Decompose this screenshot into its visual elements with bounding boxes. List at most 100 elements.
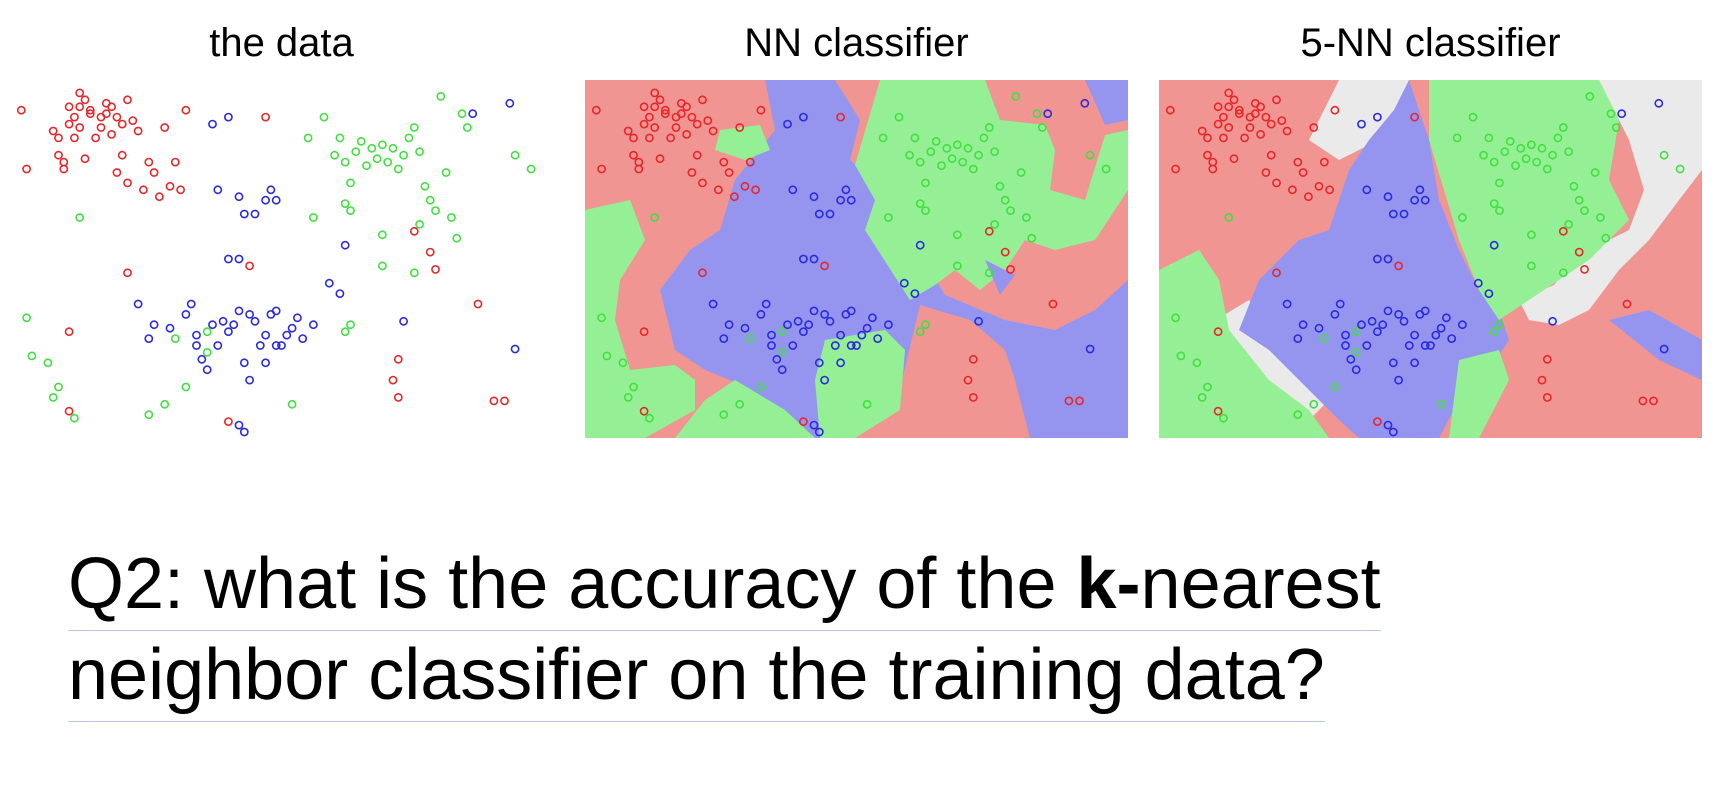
- blue-point: [202, 365, 212, 375]
- green-point: [346, 178, 355, 188]
- red-point: [48, 126, 58, 136]
- red-point: [1542, 392, 1552, 402]
- blue-point: [761, 299, 771, 309]
- red-point: [1266, 119, 1276, 129]
- green-point: [356, 137, 366, 146]
- red-point: [96, 123, 106, 132]
- knn-region-gray-top: [1309, 80, 1409, 160]
- red-point: [963, 375, 973, 385]
- question-bold-k: k-: [1076, 544, 1141, 624]
- red-point: [393, 392, 403, 402]
- blue-point: [181, 309, 191, 319]
- red-point: [1213, 102, 1223, 112]
- blue-point: [1372, 112, 1382, 122]
- red-point: [1197, 126, 1207, 136]
- blue-point: [846, 341, 856, 350]
- green-point: [1580, 206, 1589, 216]
- blue-point: [1362, 185, 1372, 195]
- green-point: [921, 178, 930, 188]
- blue-point: [1441, 313, 1451, 323]
- green-point: [645, 413, 654, 423]
- blue-point: [298, 334, 308, 343]
- red-point: [1309, 123, 1319, 132]
- blue-point: [1410, 358, 1419, 368]
- green-point: [436, 91, 446, 101]
- green-point: [160, 399, 170, 409]
- red-point: [968, 354, 978, 364]
- red-point: [1303, 192, 1313, 202]
- green-point: [921, 206, 930, 216]
- green-point: [1351, 327, 1361, 337]
- red-point: [629, 150, 638, 160]
- green-point: [1495, 206, 1504, 216]
- blue-point: [234, 306, 244, 316]
- green-point: [1468, 112, 1478, 122]
- red-point: [85, 109, 95, 119]
- green-point: [70, 413, 79, 423]
- red-point: [666, 133, 675, 143]
- green-point: [1027, 233, 1037, 243]
- knn-region-blue-right: [1609, 310, 1702, 380]
- blue-point: [767, 330, 776, 340]
- red-point: [123, 95, 132, 105]
- green-point: [1330, 382, 1340, 392]
- green-point: [910, 133, 920, 143]
- red-point: [75, 123, 85, 132]
- knn-data-points: [1165, 88, 1685, 437]
- green-point: [202, 327, 212, 337]
- green-point: [170, 334, 180, 343]
- green-point: [1542, 164, 1552, 174]
- green-point: [963, 143, 973, 153]
- blue-point: [809, 254, 819, 264]
- green-point: [735, 399, 745, 409]
- green-point: [377, 230, 387, 240]
- question-line-1: Q2: what is the accuracy of the k-neares…: [68, 540, 1381, 631]
- red-point: [735, 123, 745, 132]
- green-point: [952, 140, 962, 150]
- red-point: [117, 119, 127, 129]
- red-point: [75, 88, 85, 98]
- red-point: [676, 109, 686, 119]
- green-point: [1489, 327, 1499, 337]
- red-point: [1261, 168, 1271, 177]
- blue-point: [1436, 323, 1446, 333]
- green-point: [1601, 233, 1611, 243]
- blue-point: [820, 375, 829, 385]
- red-point: [1277, 116, 1287, 125]
- blue-point: [250, 209, 260, 219]
- green-point: [777, 327, 787, 337]
- blue-point: [1394, 375, 1403, 385]
- knn-region-green-lowright: [1449, 350, 1509, 438]
- green-point: [1590, 168, 1600, 177]
- green-point: [48, 392, 58, 402]
- green-point: [287, 399, 297, 409]
- red-point: [1622, 299, 1632, 309]
- green-point: [597, 313, 606, 323]
- green-point: [351, 147, 361, 157]
- red-point: [1165, 105, 1175, 115]
- red-point: [639, 119, 649, 129]
- red-point: [138, 185, 148, 195]
- red-point: [22, 164, 31, 174]
- red-point: [984, 226, 994, 236]
- red-point: [64, 119, 74, 129]
- red-point: [473, 299, 483, 309]
- green-point: [399, 150, 408, 160]
- red-point: [1574, 247, 1584, 257]
- blue-point: [149, 320, 159, 330]
- blue-point: [857, 330, 867, 340]
- red-point: [1219, 112, 1228, 122]
- red-point: [698, 178, 707, 188]
- green-point: [1293, 410, 1303, 420]
- green-point: [937, 161, 946, 170]
- blue-point: [873, 334, 883, 343]
- green-point: [1511, 161, 1520, 170]
- blue-point: [239, 209, 249, 219]
- red-point: [1229, 95, 1239, 105]
- nn-region-green-left: [585, 200, 695, 438]
- red-point: [70, 112, 79, 122]
- red-point: [591, 105, 601, 115]
- green-point: [1526, 140, 1536, 150]
- red-point: [719, 157, 729, 167]
- green-point: [1219, 413, 1228, 423]
